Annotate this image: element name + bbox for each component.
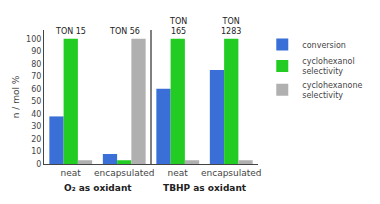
svg-text:neat: neat (61, 168, 82, 178)
svg-text:10: 10 (31, 147, 41, 156)
svg-text:n / mol %: n / mol % (11, 75, 21, 118)
svg-text:80: 80 (31, 60, 41, 69)
svg-text:90: 90 (31, 47, 41, 56)
svg-text:neat: neat (168, 168, 189, 178)
svg-text:encapsulated: encapsulated (201, 168, 262, 178)
svg-text:conversion: conversion (302, 41, 346, 50)
svg-text:40: 40 (31, 110, 41, 119)
svg-text:50: 50 (31, 97, 41, 106)
svg-text:TON 15: TON 15 (55, 27, 86, 36)
svg-text:encapsulated: encapsulated (94, 168, 155, 178)
svg-text:20: 20 (31, 135, 41, 144)
svg-text:O₂ as oxidant: O₂ as oxidant (64, 183, 132, 193)
svg-text:70: 70 (31, 72, 41, 81)
svg-text:60: 60 (31, 85, 41, 94)
svg-text:cyclohexanolselectivity: cyclohexanolselectivity (302, 57, 354, 76)
svg-text:TON 56: TON 56 (109, 27, 140, 36)
svg-text:0: 0 (36, 160, 41, 169)
svg-text:cyclohexanoneselectivity: cyclohexanoneselectivity (302, 81, 362, 100)
svg-text:TBHP as oxidant: TBHP as oxidant (163, 183, 247, 193)
svg-text:30: 30 (31, 122, 41, 131)
svg-text:100: 100 (26, 35, 41, 44)
svg-text:TON165: TON165 (169, 17, 187, 36)
svg-text:TON1283: TON1283 (221, 17, 241, 36)
